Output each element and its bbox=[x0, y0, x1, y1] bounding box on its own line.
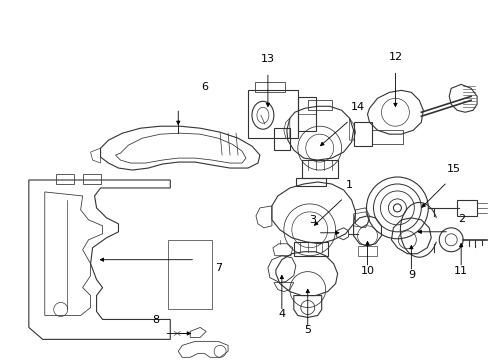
Bar bbox=[357, 246, 377, 256]
Text: 12: 12 bbox=[387, 53, 402, 62]
Bar bbox=[82, 174, 101, 184]
Bar bbox=[56, 174, 74, 184]
Bar bbox=[301, 160, 337, 178]
Bar bbox=[297, 97, 315, 131]
Text: 15: 15 bbox=[446, 164, 460, 174]
Text: 2: 2 bbox=[458, 214, 465, 224]
Text: 14: 14 bbox=[350, 102, 364, 112]
Bar bbox=[371, 130, 403, 144]
Bar bbox=[307, 100, 331, 110]
Bar bbox=[254, 82, 285, 92]
Text: 11: 11 bbox=[453, 266, 467, 276]
Text: 10: 10 bbox=[360, 266, 374, 276]
Text: 7: 7 bbox=[215, 263, 222, 273]
Bar bbox=[456, 200, 476, 216]
Text: 8: 8 bbox=[151, 315, 159, 325]
Bar bbox=[353, 122, 371, 146]
Text: 1: 1 bbox=[346, 180, 352, 190]
Bar bbox=[293, 242, 327, 256]
Bar bbox=[247, 90, 297, 138]
Text: 13: 13 bbox=[261, 54, 274, 64]
Text: 6: 6 bbox=[201, 82, 208, 92]
Bar bbox=[273, 128, 289, 150]
Text: 3: 3 bbox=[308, 215, 316, 225]
Text: 9: 9 bbox=[407, 270, 414, 280]
Bar bbox=[295, 178, 325, 186]
Text: 5: 5 bbox=[304, 325, 311, 336]
Text: 4: 4 bbox=[278, 310, 285, 319]
